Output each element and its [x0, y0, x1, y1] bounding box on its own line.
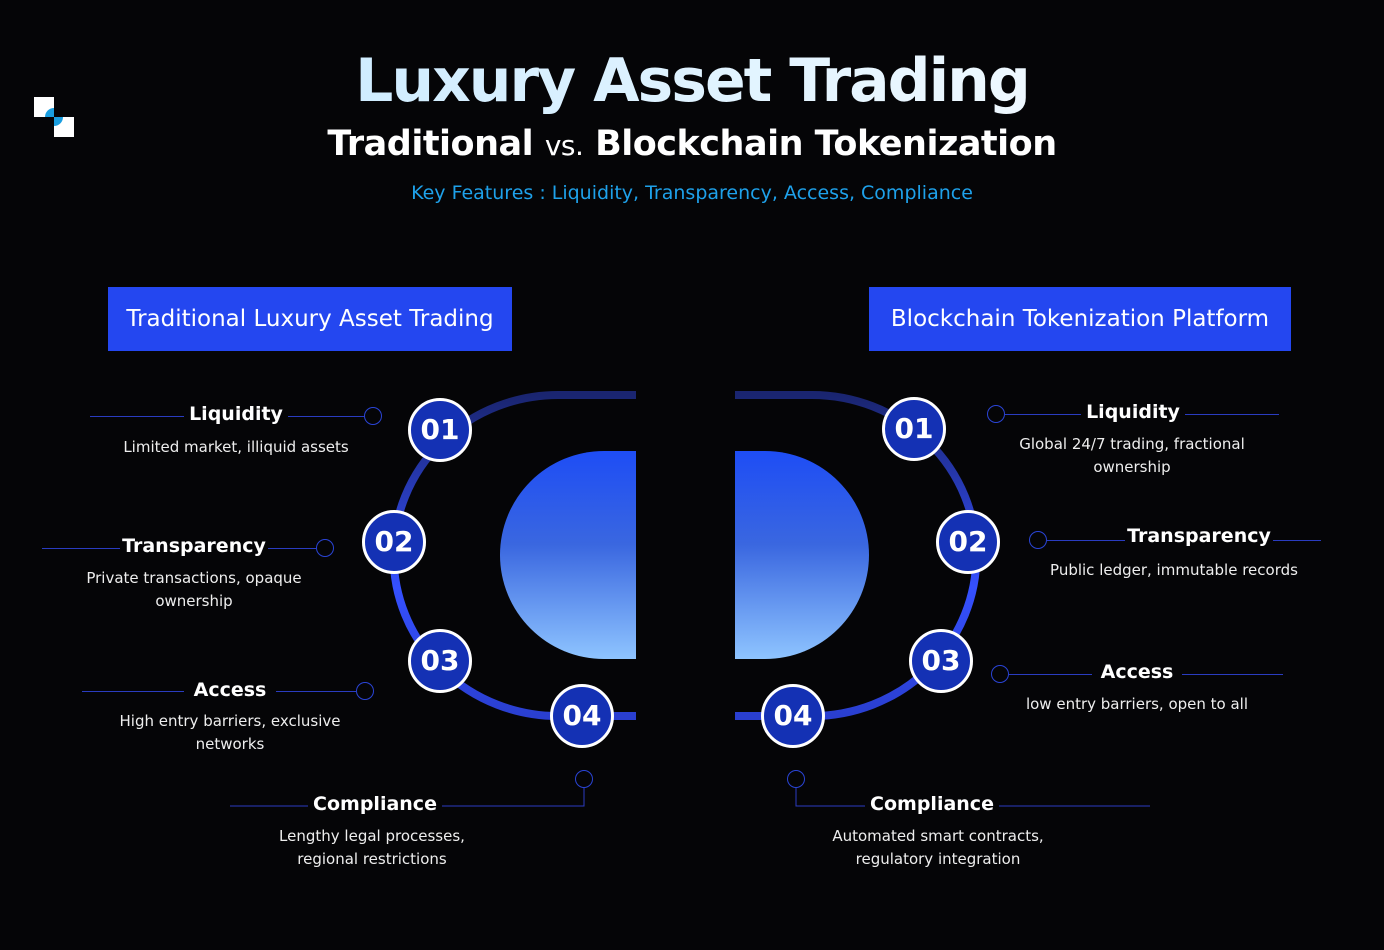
key-features: Key Features : Liquidity, Transparency, … [411, 182, 973, 204]
page-title: Luxury Asset Trading [0, 46, 1384, 116]
traditional-transparency-title: Transparency [120, 535, 268, 557]
page-subtitle: Traditional vs. Blockchain Tokenization [0, 124, 1384, 164]
blockchain-header: Blockchain Tokenization Platform [869, 287, 1291, 351]
traditional-step-03: 03 [408, 629, 472, 693]
ring-icon [991, 665, 1009, 683]
ring-icon [364, 407, 382, 425]
subtitle-right: Blockchain Tokenization [595, 124, 1057, 164]
ring-icon [575, 770, 593, 788]
traditional-step-02: 02 [362, 510, 426, 574]
blockchain-liquidity-desc: Global 24/7 trading, fractional ownershi… [1019, 435, 1245, 476]
logo-icon [34, 97, 74, 137]
traditional-step-04: 04 [550, 684, 614, 748]
ring-icon [1029, 531, 1047, 549]
traditional-liquidity-title: Liquidity [184, 403, 288, 425]
subtitle-left: Traditional [327, 124, 534, 164]
blockchain-access-title: Access [1092, 661, 1182, 683]
traditional-access-title: Access [184, 679, 276, 701]
blockchain-step-04: 04 [761, 684, 825, 748]
traditional-transparency-desc: Private transactions, opaque ownership [86, 569, 302, 610]
traditional-compliance-title: Compliance [308, 793, 442, 815]
traditional-liquidity-desc: Limited market, illiquid assets [123, 438, 349, 456]
blockchain-liquidity-title: Liquidity [1081, 401, 1185, 423]
blockchain-access-desc: low entry barriers, open to all [1025, 695, 1249, 713]
ring-icon [787, 770, 805, 788]
ring-icon [356, 682, 374, 700]
blockchain-step-02: 02 [936, 510, 1000, 574]
ring-icon [987, 405, 1005, 423]
blockchain-compliance-desc: Automated smart contracts, regulatory in… [832, 827, 1044, 868]
blockchain-transparency-desc: Public ledger, immutable records [1050, 561, 1298, 579]
blockchain-transparency-title: Transparency [1125, 525, 1273, 547]
traditional-compliance-desc: Lengthy legal processes, regional restri… [279, 827, 465, 868]
traditional-step-01: 01 [408, 398, 472, 462]
blockchain-step-03: 03 [909, 629, 973, 693]
traditional-access-desc: High entry barriers, exclusive networks [119, 712, 341, 753]
traditional-header: Traditional Luxury Asset Trading [108, 287, 512, 351]
blockchain-step-01: 01 [882, 397, 946, 461]
subtitle-vs: vs. [544, 129, 584, 162]
blockchain-compliance-title: Compliance [865, 793, 999, 815]
compliance-right-connector [795, 788, 1150, 807]
ring-icon [316, 539, 334, 557]
